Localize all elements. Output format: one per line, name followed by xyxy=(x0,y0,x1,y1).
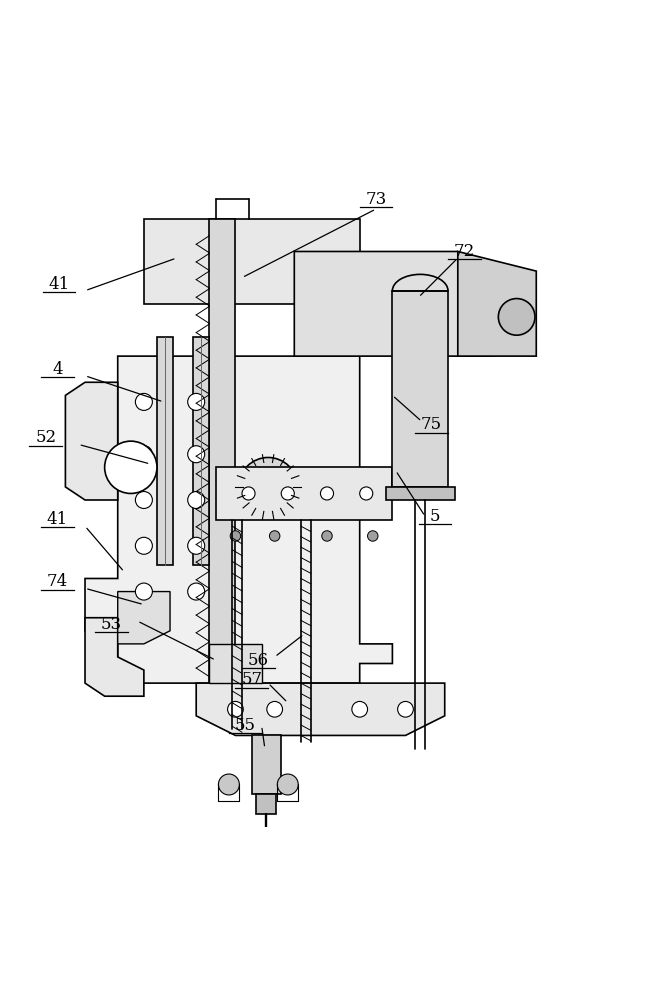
Circle shape xyxy=(256,475,280,499)
Circle shape xyxy=(188,537,205,554)
Circle shape xyxy=(277,774,298,795)
Circle shape xyxy=(398,701,413,717)
Bar xyxy=(209,219,235,683)
Polygon shape xyxy=(294,251,490,356)
Text: 74: 74 xyxy=(47,573,68,590)
Circle shape xyxy=(267,701,283,717)
Circle shape xyxy=(498,299,535,335)
Circle shape xyxy=(218,774,239,795)
Circle shape xyxy=(188,393,205,410)
Polygon shape xyxy=(118,592,170,644)
Circle shape xyxy=(188,583,205,600)
Bar xyxy=(256,794,276,814)
Text: 4: 4 xyxy=(52,361,63,378)
Text: 52: 52 xyxy=(35,429,56,446)
Bar xyxy=(193,336,209,565)
Polygon shape xyxy=(209,644,262,683)
Circle shape xyxy=(228,701,243,717)
Circle shape xyxy=(322,531,332,541)
Polygon shape xyxy=(65,382,118,500)
Text: 72: 72 xyxy=(454,243,475,260)
Polygon shape xyxy=(144,219,360,304)
Circle shape xyxy=(135,583,152,600)
Circle shape xyxy=(352,701,368,717)
Polygon shape xyxy=(196,683,445,735)
Circle shape xyxy=(360,487,373,500)
Circle shape xyxy=(239,457,298,516)
Polygon shape xyxy=(85,618,144,696)
Circle shape xyxy=(242,487,255,500)
Circle shape xyxy=(269,531,280,541)
Circle shape xyxy=(368,531,378,541)
Text: 41: 41 xyxy=(48,276,69,293)
Bar xyxy=(392,291,448,487)
Text: 56: 56 xyxy=(248,652,269,669)
Circle shape xyxy=(135,491,152,509)
Circle shape xyxy=(188,446,205,463)
Circle shape xyxy=(230,531,241,541)
Text: 41: 41 xyxy=(47,511,68,528)
Polygon shape xyxy=(458,251,536,356)
Circle shape xyxy=(320,487,334,500)
Text: 73: 73 xyxy=(366,191,387,208)
Text: 5: 5 xyxy=(430,508,440,525)
Text: 53: 53 xyxy=(101,616,122,633)
Circle shape xyxy=(135,537,152,554)
Polygon shape xyxy=(216,467,392,520)
Circle shape xyxy=(105,441,157,493)
Text: 75: 75 xyxy=(421,416,442,433)
Polygon shape xyxy=(85,356,392,683)
Circle shape xyxy=(281,487,294,500)
Text: 55: 55 xyxy=(235,717,256,734)
Bar xyxy=(157,336,173,565)
Circle shape xyxy=(135,446,152,463)
Bar xyxy=(386,487,455,500)
Bar xyxy=(252,735,281,794)
Circle shape xyxy=(188,491,205,509)
Circle shape xyxy=(135,393,152,410)
Text: 57: 57 xyxy=(241,671,262,688)
